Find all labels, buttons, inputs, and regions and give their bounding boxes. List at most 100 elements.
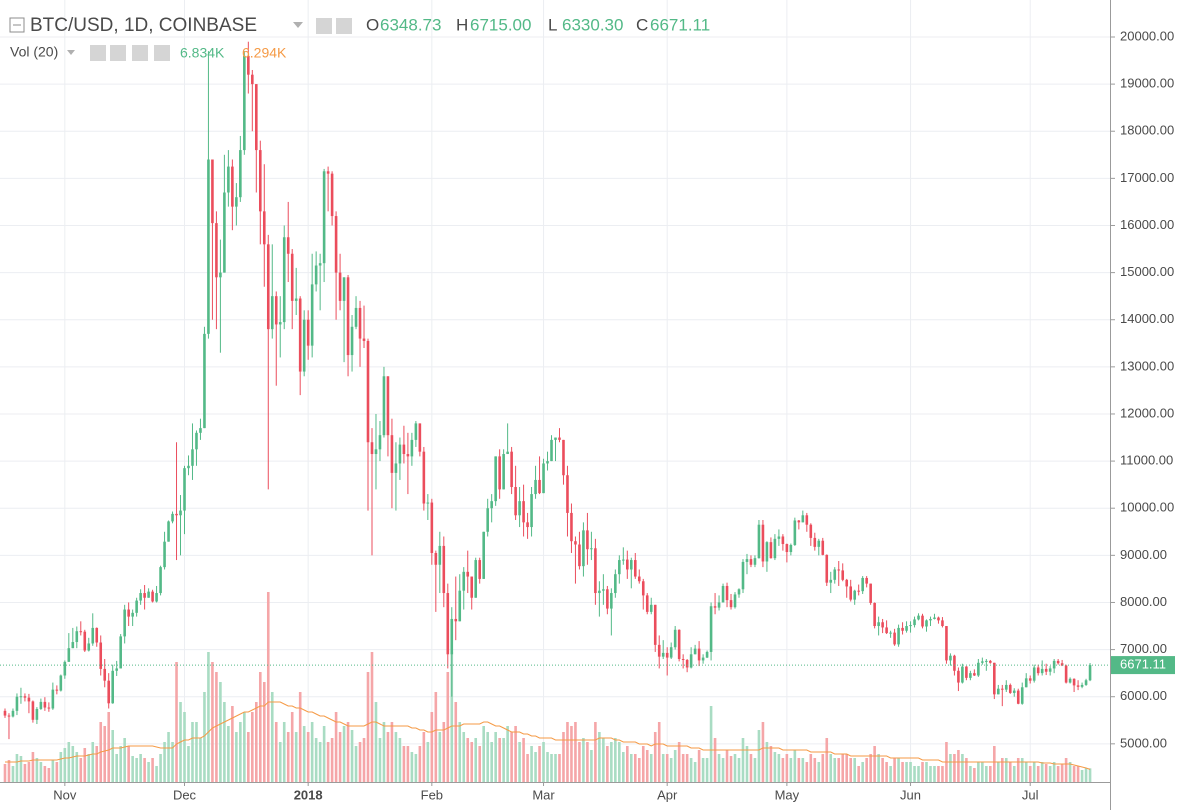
candle-body (578, 544, 581, 567)
volume-bar (905, 762, 908, 782)
candle-body (3, 710, 7, 716)
candle-body (837, 569, 841, 571)
volume-bar (207, 652, 210, 782)
volume-bar (454, 702, 458, 782)
candle-body (187, 465, 190, 469)
volume-bar (757, 730, 761, 782)
candle-body (1048, 668, 1052, 672)
candle-body (757, 524, 761, 559)
volume-bar (981, 762, 984, 782)
candle-body (1080, 684, 1084, 687)
y-tick-label: 11000.00 (1120, 453, 1173, 468)
volume-bar (35, 758, 39, 782)
candle-body (785, 544, 789, 553)
volume-bar (865, 758, 868, 782)
volume-bar (893, 758, 896, 782)
y-tick-label: 13000.00 (1120, 358, 1174, 373)
volume-bar (55, 762, 59, 782)
volume-bar (1044, 764, 1048, 782)
volume-bar (741, 738, 745, 782)
volume-bar (649, 754, 653, 782)
candle-body (761, 524, 765, 562)
candle-body (797, 520, 801, 523)
candle-body (418, 423, 422, 452)
volume-bar (155, 766, 158, 782)
volume-bar (725, 750, 729, 782)
candle-body (167, 521, 170, 542)
volume-bar (765, 742, 769, 782)
candle-body (255, 84, 258, 151)
volume-bar (881, 758, 884, 782)
volume-bar (474, 738, 478, 782)
volume-bar (314, 738, 318, 782)
candle-body (745, 559, 749, 562)
candle-body (514, 487, 517, 516)
volume-bar (115, 754, 118, 782)
candle-body (969, 673, 972, 678)
eye-icon[interactable] (316, 18, 332, 34)
candle-body (602, 589, 605, 591)
volume-bar (570, 726, 573, 782)
ohlc-key: H (456, 15, 468, 34)
volume-menu[interactable] (67, 50, 75, 55)
volume-bar (554, 754, 557, 782)
volume-bar (298, 692, 302, 782)
candle-body (530, 494, 533, 528)
volume-eye-icon[interactable] (90, 45, 106, 61)
volume-bar (861, 762, 864, 782)
candle-body (697, 648, 701, 661)
volume-bar (637, 758, 641, 782)
volume-bar (534, 752, 537, 782)
volume-remove-icon[interactable] (154, 45, 170, 61)
candle-body (55, 689, 59, 691)
candle-body (231, 166, 234, 207)
volume-bar (833, 758, 837, 782)
volume-bar (195, 722, 198, 782)
volume-bar (1028, 766, 1032, 782)
candle-body (290, 253, 294, 301)
candle-body (861, 577, 864, 592)
candle-body (394, 463, 398, 473)
y-tick-label: 6000.00 (1120, 688, 1167, 703)
candle-body (414, 423, 418, 440)
settings-icon[interactable] (336, 18, 352, 34)
candle-body (203, 333, 206, 429)
volume-bar (518, 742, 521, 782)
candle-body (47, 707, 51, 709)
volume-settings-icon[interactable] (110, 45, 126, 61)
candle-body (83, 631, 87, 651)
candle-body (849, 586, 853, 600)
y-tick-label: 7000.00 (1120, 641, 1167, 656)
volume-bar (546, 752, 549, 782)
volume-bar (602, 738, 605, 782)
candle-body (442, 545, 446, 594)
volume-bar (633, 754, 637, 782)
volume-bar (247, 732, 250, 782)
symbol-menu[interactable] (293, 22, 303, 28)
volume-bar (837, 758, 841, 782)
candle-body (1028, 678, 1032, 681)
candle-body (398, 444, 402, 464)
volume-bar (953, 754, 956, 782)
volume-bar (498, 738, 501, 782)
volume-bar (434, 692, 438, 782)
volume-bar (669, 758, 673, 782)
volume-bar (653, 732, 657, 782)
volume-add-icon[interactable] (132, 45, 148, 61)
candle-body (15, 696, 19, 711)
volume-bar (294, 732, 298, 782)
volume-bar (1036, 766, 1040, 782)
ohlc-key: L (548, 15, 557, 34)
candle-body (877, 622, 880, 627)
ohlc-key: O (366, 15, 379, 34)
candle-body (765, 542, 769, 562)
candle-body (91, 627, 95, 644)
candle-body (75, 631, 79, 643)
candle-body (1004, 684, 1008, 690)
candle-body (526, 522, 529, 528)
volume-bar (270, 692, 274, 782)
volume-bar (430, 712, 434, 782)
candle-body (382, 376, 386, 436)
collapse-button[interactable] (9, 17, 25, 33)
volume-bar (199, 738, 202, 782)
